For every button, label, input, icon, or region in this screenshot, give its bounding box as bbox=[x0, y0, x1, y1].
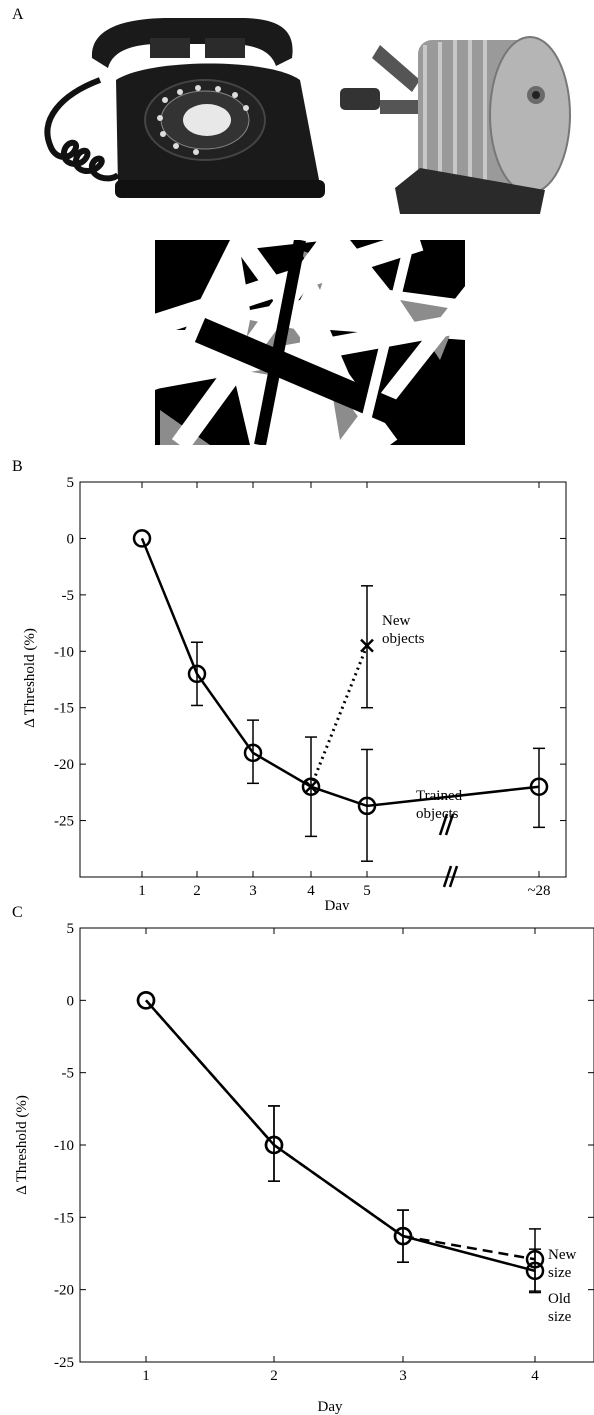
series-label-new-objects: New objects bbox=[382, 613, 425, 647]
x-tick-label: 3 bbox=[249, 883, 257, 899]
plot-frame bbox=[79, 927, 594, 1363]
y-tick-label: -15 bbox=[54, 1210, 74, 1226]
y-tick-label: -20 bbox=[54, 757, 74, 773]
label-word: Trained bbox=[416, 788, 463, 804]
series-label-trained-objects: Trained objects bbox=[416, 788, 463, 822]
rotary-telephone-icon bbox=[44, 18, 325, 198]
x-axis-ticks: 1 2 3 4 bbox=[142, 928, 539, 1384]
series-line bbox=[145, 999, 536, 1273]
pencil-sharpener-icon bbox=[340, 36, 571, 214]
data-point bbox=[132, 529, 152, 548]
y-tick-label: -5 bbox=[62, 588, 75, 604]
chart-b: 5 0 -5 -10 -15 -20 -25 1 2 3 4 5 ~28 New objects Tra… bbox=[22, 475, 567, 910]
x-tick-label: 1 bbox=[142, 1368, 150, 1384]
stimulus-images bbox=[44, 18, 571, 445]
series-label-old-size: Old size bbox=[548, 1291, 572, 1325]
label-word: size bbox=[548, 1309, 572, 1325]
data-point bbox=[243, 743, 263, 763]
series-label-old-size-text: Old size bbox=[548, 1291, 572, 1325]
noise-mask-image bbox=[155, 240, 465, 445]
y-tick-label: -10 bbox=[54, 1138, 74, 1154]
data-point bbox=[525, 1250, 545, 1269]
x-tick-label: ~28 bbox=[527, 883, 550, 899]
chart-c: 5 0 -5 -10 -15 -20 -25 1 2 3 4 New size Old size Da… bbox=[14, 921, 594, 1415]
series-line bbox=[309, 645, 369, 788]
x-axis-title: Day bbox=[325, 898, 350, 910]
x-axis-ticks: 1 2 3 4 5 ~28 bbox=[138, 482, 551, 899]
x-tick-label: 2 bbox=[193, 883, 201, 899]
y-tick-label: -5 bbox=[62, 1066, 75, 1082]
x-tick-label: 3 bbox=[399, 1368, 407, 1384]
data-point bbox=[301, 777, 321, 796]
label-word: Old bbox=[548, 1291, 571, 1307]
label-word: objects bbox=[416, 806, 459, 822]
data-point bbox=[187, 664, 207, 684]
x-tick-label: 4 bbox=[531, 1368, 539, 1384]
axis-break-marker bbox=[438, 813, 459, 888]
data-point bbox=[264, 1135, 284, 1155]
y-tick-label: -20 bbox=[54, 1283, 74, 1299]
y-axis-title: Δ Threshold (%) bbox=[14, 1095, 30, 1195]
y-tick-label: 0 bbox=[67, 993, 75, 1009]
plot-frame bbox=[79, 481, 567, 878]
x-tick-label: 1 bbox=[138, 883, 146, 899]
x-tick-label: 2 bbox=[270, 1368, 278, 1384]
series-label-new-size-text: New size bbox=[548, 1247, 576, 1281]
series-layer bbox=[132, 529, 549, 862]
y-tick-label: 5 bbox=[67, 475, 75, 491]
series-label-new-size: New size bbox=[548, 1247, 576, 1281]
label-word: size bbox=[548, 1265, 572, 1281]
x-tick-label: 4 bbox=[307, 883, 315, 899]
x-tick-label: 5 bbox=[363, 883, 371, 899]
panel-b-label: B bbox=[12, 458, 23, 475]
panel-a-label: A bbox=[12, 6, 24, 23]
series-line bbox=[140, 537, 540, 808]
y-axis-ticks: 5 0 -5 -10 -15 -20 -25 bbox=[54, 475, 566, 830]
data-point bbox=[529, 777, 549, 796]
data-point bbox=[357, 796, 377, 816]
data-point bbox=[136, 991, 156, 1010]
label-word: New bbox=[382, 613, 410, 629]
panel-c-label: C bbox=[12, 904, 23, 921]
y-tick-label: 5 bbox=[67, 921, 75, 937]
y-tick-label: -25 bbox=[54, 1355, 74, 1371]
y-tick-label: -10 bbox=[54, 644, 74, 660]
y-tick-label: -25 bbox=[54, 814, 74, 830]
y-axis-title: Δ Threshold (%) bbox=[22, 628, 38, 728]
data-point bbox=[393, 1226, 413, 1246]
data-point bbox=[360, 638, 374, 653]
y-tick-label: 0 bbox=[67, 531, 75, 547]
label-word: objects bbox=[382, 631, 425, 647]
y-tick-label: -15 bbox=[54, 701, 74, 717]
x-axis-title: Day bbox=[318, 1399, 343, 1415]
series-line bbox=[145, 999, 536, 1261]
y-axis-ticks: 5 0 -5 -10 -15 -20 -25 bbox=[54, 921, 594, 1371]
label-word: New bbox=[548, 1247, 576, 1263]
data-point bbox=[304, 779, 318, 794]
series-layer bbox=[136, 991, 545, 1294]
